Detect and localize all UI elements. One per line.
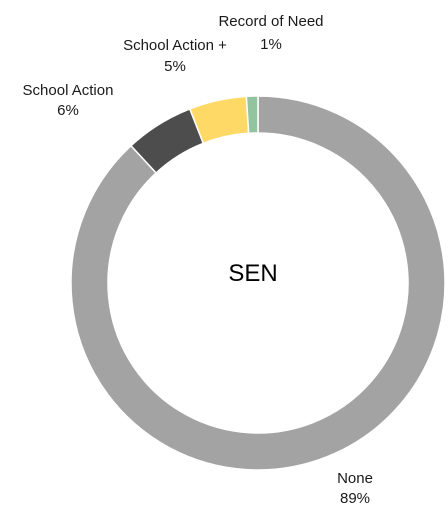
slice-value-record-of-need: 1% [260, 36, 282, 53]
slice-label-none: None [337, 470, 373, 487]
slice-record-of-need [245, 95, 259, 135]
donut-slices [70, 95, 446, 471]
slice-value-none: 89% [340, 490, 370, 507]
slice-value-school-action-plus: 5% [164, 58, 186, 75]
slice-label-school-action-plus: School Action + [123, 37, 227, 54]
slice-label-school-action: School Action [23, 82, 114, 99]
slice-label-record-of-need: Record of Need [218, 13, 323, 30]
center-label: SEN [228, 260, 277, 287]
slice-value-school-action: 6% [57, 102, 79, 119]
slice-none [70, 95, 446, 471]
